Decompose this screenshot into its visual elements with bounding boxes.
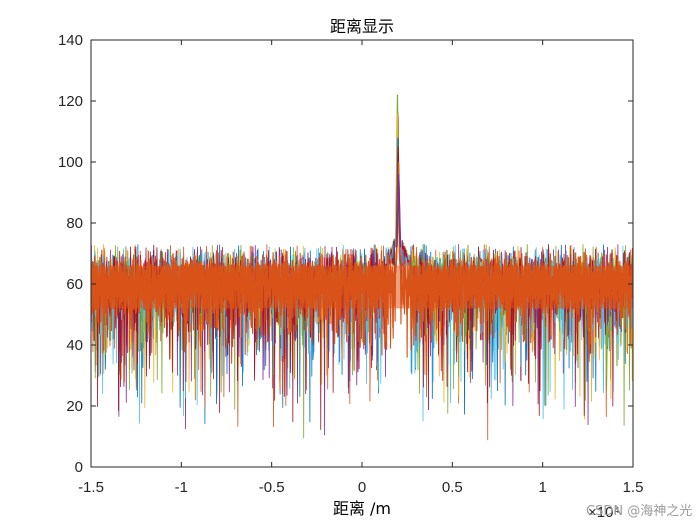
x-tick-label: -1.5 xyxy=(78,479,104,496)
y-tick-label: 120 xyxy=(58,93,83,110)
peak-spike-6 xyxy=(396,174,402,248)
y-tick-label: 20 xyxy=(66,398,83,415)
y-tick-label: 60 xyxy=(66,276,83,293)
dense-noise-band xyxy=(91,265,633,309)
x-axis-exponent: ×10⁴ xyxy=(588,504,620,521)
x-tick-label: 1.5 xyxy=(623,479,644,496)
watermark: CSDN @海神之光 xyxy=(586,504,692,519)
y-tick-label: 40 xyxy=(66,337,83,354)
x-tick-label: 1 xyxy=(538,479,546,496)
x-tick-label: 0.5 xyxy=(442,479,463,496)
y-tick-label: 80 xyxy=(66,215,83,232)
plot-area xyxy=(91,94,633,441)
chart-title: 距离显示 xyxy=(330,17,394,36)
x-tick-label: -0.5 xyxy=(259,479,285,496)
x-tick-label: -1 xyxy=(175,479,188,496)
y-tick-label: 100 xyxy=(58,154,83,171)
tick-group: -1.5 -1 -0.5 0 0.5 1 1.5 0 20 40 60 80 100 120 140 xyxy=(58,32,643,496)
x-tick-label: 0 xyxy=(358,479,366,496)
y-tick-label: 0 xyxy=(75,459,83,476)
y-tick-label: 140 xyxy=(58,32,83,49)
x-axis-label: 距离 /m xyxy=(333,499,391,518)
